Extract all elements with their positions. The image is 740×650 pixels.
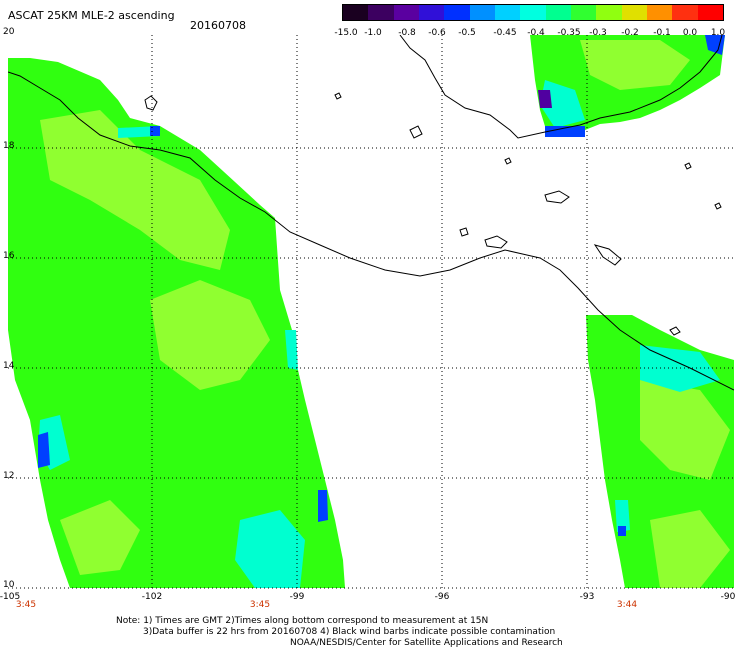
colorbar-segment — [621, 5, 647, 20]
swath-region — [540, 80, 585, 128]
swath-region — [40, 110, 230, 270]
colorbar-segment — [697, 5, 723, 20]
swath-region — [618, 526, 626, 536]
swath-region — [538, 90, 552, 108]
colorbar-tick: -0.35 — [557, 28, 581, 38]
swath-left — [8, 58, 345, 588]
swath-region — [705, 35, 725, 55]
colorbar-tick: 1.0 — [710, 28, 726, 38]
note-line-2: 3)Data buffer is 22 hrs from 20160708 4)… — [143, 627, 556, 637]
colorbar-tick: -0.5 — [458, 28, 476, 38]
time-label: 3:44 — [616, 600, 638, 610]
lon-label: -96 — [434, 592, 450, 602]
colorbar-segment — [545, 5, 571, 20]
colorbar-tick: -0.1 — [653, 28, 671, 38]
colorbar-segment — [469, 5, 495, 20]
lon-label: -102 — [141, 592, 163, 602]
swath-bottom-right — [586, 315, 734, 588]
colorbar — [342, 4, 724, 21]
colorbar-segment — [646, 5, 673, 20]
lon-label: -93 — [579, 592, 595, 602]
colorbar-tick: -15.0 — [334, 28, 358, 38]
colorbar-segment — [444, 5, 470, 20]
colorbar-tick: -0.45 — [493, 28, 517, 38]
colorbar-segment — [494, 5, 521, 20]
colorbar-segment — [343, 5, 369, 20]
colorbar-tick: -0.3 — [589, 28, 607, 38]
lat-label: 18 — [3, 141, 15, 151]
swath-region — [318, 490, 328, 522]
swath-region — [118, 126, 160, 138]
grid — [8, 35, 734, 588]
coastline — [8, 71, 734, 391]
colorbar-segment — [570, 5, 597, 20]
swath-region — [150, 126, 160, 136]
coastline-gulf — [399, 35, 723, 139]
colorbar-segment — [393, 5, 419, 20]
swath-region — [38, 432, 50, 468]
swath-region — [285, 330, 298, 370]
colorbar-tick: -0.2 — [621, 28, 639, 38]
swath-region — [650, 510, 730, 588]
lat-label: 12 — [3, 471, 15, 481]
map-date: 20160708 — [190, 19, 246, 32]
colorbar-tick: -0.6 — [428, 28, 446, 38]
lat-label: 10 — [3, 580, 15, 590]
colorbar-tick: 0.0 — [682, 28, 698, 38]
swath-region — [60, 500, 140, 575]
map-title: ASCAT 25KM MLE-2 ascending — [8, 9, 175, 22]
time-label: 3:45 — [249, 600, 271, 610]
swath-region — [235, 510, 305, 588]
lon-label: -90 — [720, 592, 736, 602]
lat-label: 16 — [3, 251, 15, 261]
islands — [144, 92, 722, 336]
colorbar-tick: -0.4 — [527, 28, 545, 38]
swath-region — [545, 126, 585, 137]
colorbar-tick: -0.8 — [398, 28, 416, 38]
swath-region — [150, 280, 270, 390]
note-line-3: NOAA/NESDIS/Center for Satellite Applica… — [290, 638, 563, 648]
swath-region — [640, 380, 730, 480]
colorbar-segment — [368, 5, 394, 20]
swath-region — [615, 500, 630, 532]
lat-label: 20 — [3, 27, 15, 37]
colorbar-segment — [672, 5, 698, 20]
time-label: 3:45 — [15, 600, 37, 610]
colorbar-tick: -1.0 — [364, 28, 382, 38]
swath-region — [580, 40, 690, 90]
lon-label: -99 — [289, 592, 305, 602]
note-line-1: Note: 1) Times are GMT 2)Times along bot… — [116, 616, 489, 626]
colorbar-segment — [418, 5, 445, 20]
lon-label: -105 — [0, 592, 21, 602]
lat-label: 14 — [3, 361, 15, 371]
colorbar-segment — [520, 5, 546, 20]
colorbar-segment — [596, 5, 622, 20]
swath-top-right — [530, 35, 725, 137]
